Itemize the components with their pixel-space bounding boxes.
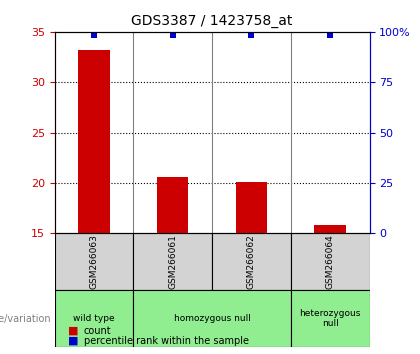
- FancyBboxPatch shape: [55, 290, 134, 347]
- Text: count: count: [84, 326, 112, 336]
- Text: GSM266062: GSM266062: [247, 234, 256, 289]
- FancyBboxPatch shape: [291, 234, 370, 290]
- FancyBboxPatch shape: [212, 234, 291, 290]
- FancyBboxPatch shape: [134, 234, 212, 290]
- FancyBboxPatch shape: [291, 290, 370, 347]
- Bar: [236, 182, 267, 234]
- Bar: [315, 225, 346, 234]
- Text: genotype/variation: genotype/variation: [0, 314, 51, 324]
- Text: GSM266063: GSM266063: [89, 234, 98, 289]
- Text: heterozygous
null: heterozygous null: [299, 309, 361, 328]
- Text: ■: ■: [68, 336, 79, 346]
- FancyBboxPatch shape: [134, 290, 291, 347]
- Title: GDS3387 / 1423758_at: GDS3387 / 1423758_at: [131, 14, 293, 28]
- Text: ■: ■: [68, 326, 79, 336]
- Text: homozygous null: homozygous null: [173, 314, 251, 323]
- Text: wild type: wild type: [73, 314, 115, 323]
- Bar: [157, 177, 189, 234]
- Text: percentile rank within the sample: percentile rank within the sample: [84, 336, 249, 346]
- Text: GSM266061: GSM266061: [168, 234, 177, 289]
- Text: GSM266064: GSM266064: [326, 234, 335, 289]
- FancyBboxPatch shape: [55, 234, 134, 290]
- Bar: [78, 50, 110, 234]
